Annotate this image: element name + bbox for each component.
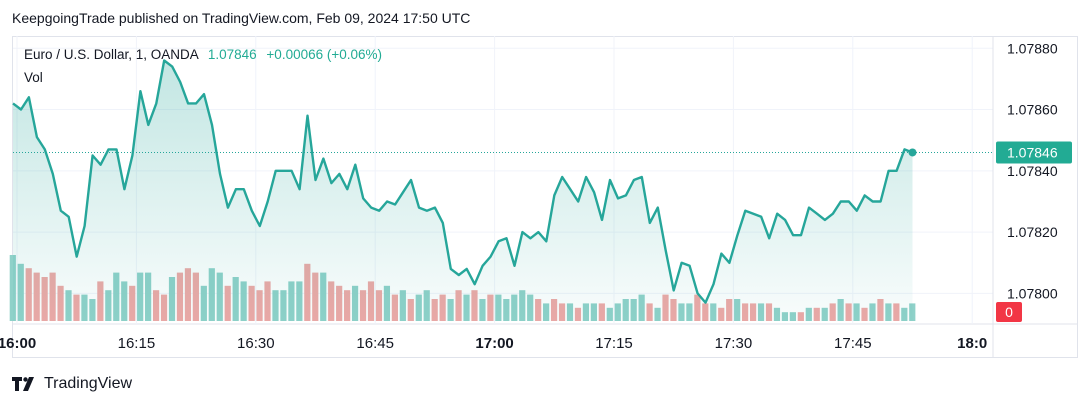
price-line: [12, 59, 913, 304]
time-tick-label: 17:15: [595, 335, 633, 352]
time-tick-label: 18:0: [957, 335, 987, 352]
last-price-dot: [908, 148, 917, 157]
time-tick-label: 16:15: [118, 335, 156, 352]
volume-badge-label: 0: [1005, 304, 1013, 320]
tradingview-logo-icon: [12, 377, 34, 391]
time-axis: 16:00 16:15 16:30 16:45 17:00 17:15 17:30 17:45…: [0, 335, 987, 352]
time-tick-label: 17:45: [834, 335, 872, 352]
time-tick-label: 16:00: [0, 335, 36, 352]
price-change: +0.00066 (+0.06%): [266, 47, 383, 62]
volume-label: Vol: [24, 70, 43, 85]
price-tick-label: 1.07840: [1007, 163, 1058, 179]
publish-header: KeepgoingTrade published on TradingView.…: [12, 10, 471, 26]
price-axis: 1.07880 1.07860 1.07840 1.07820 1.07800 1.078…: [996, 40, 1072, 322]
price-tick-label: 1.07860: [1007, 102, 1058, 118]
price-tick-label: 1.07800: [1007, 285, 1058, 301]
chart-legend: Euro / U.S. Dollar, 1, OANDA 1.07846 +0.…: [24, 47, 382, 62]
last-price-badge-label: 1.07846: [1007, 144, 1058, 160]
chart-frame: [12, 36, 1078, 358]
volume-badge: [996, 302, 1022, 322]
brand-name: TradingView: [44, 375, 133, 392]
time-tick-label: 16:45: [356, 335, 394, 352]
price-tick-label: 1.07820: [1007, 224, 1058, 240]
time-tick-label: 16:30: [237, 335, 275, 352]
last-price-badge: [996, 141, 1072, 164]
symbol-label: Euro / U.S. Dollar, 1, OANDA: [24, 47, 199, 62]
time-tick-label: 17:30: [715, 335, 753, 352]
price-tick-label: 1.07880: [1007, 40, 1058, 56]
volume-bar: [9, 255, 16, 321]
time-tick-label: 17:00: [475, 335, 513, 352]
last-price: 1.07846: [207, 47, 257, 62]
price-area: [13, 60, 913, 321]
footer: TradingView: [12, 375, 132, 393]
